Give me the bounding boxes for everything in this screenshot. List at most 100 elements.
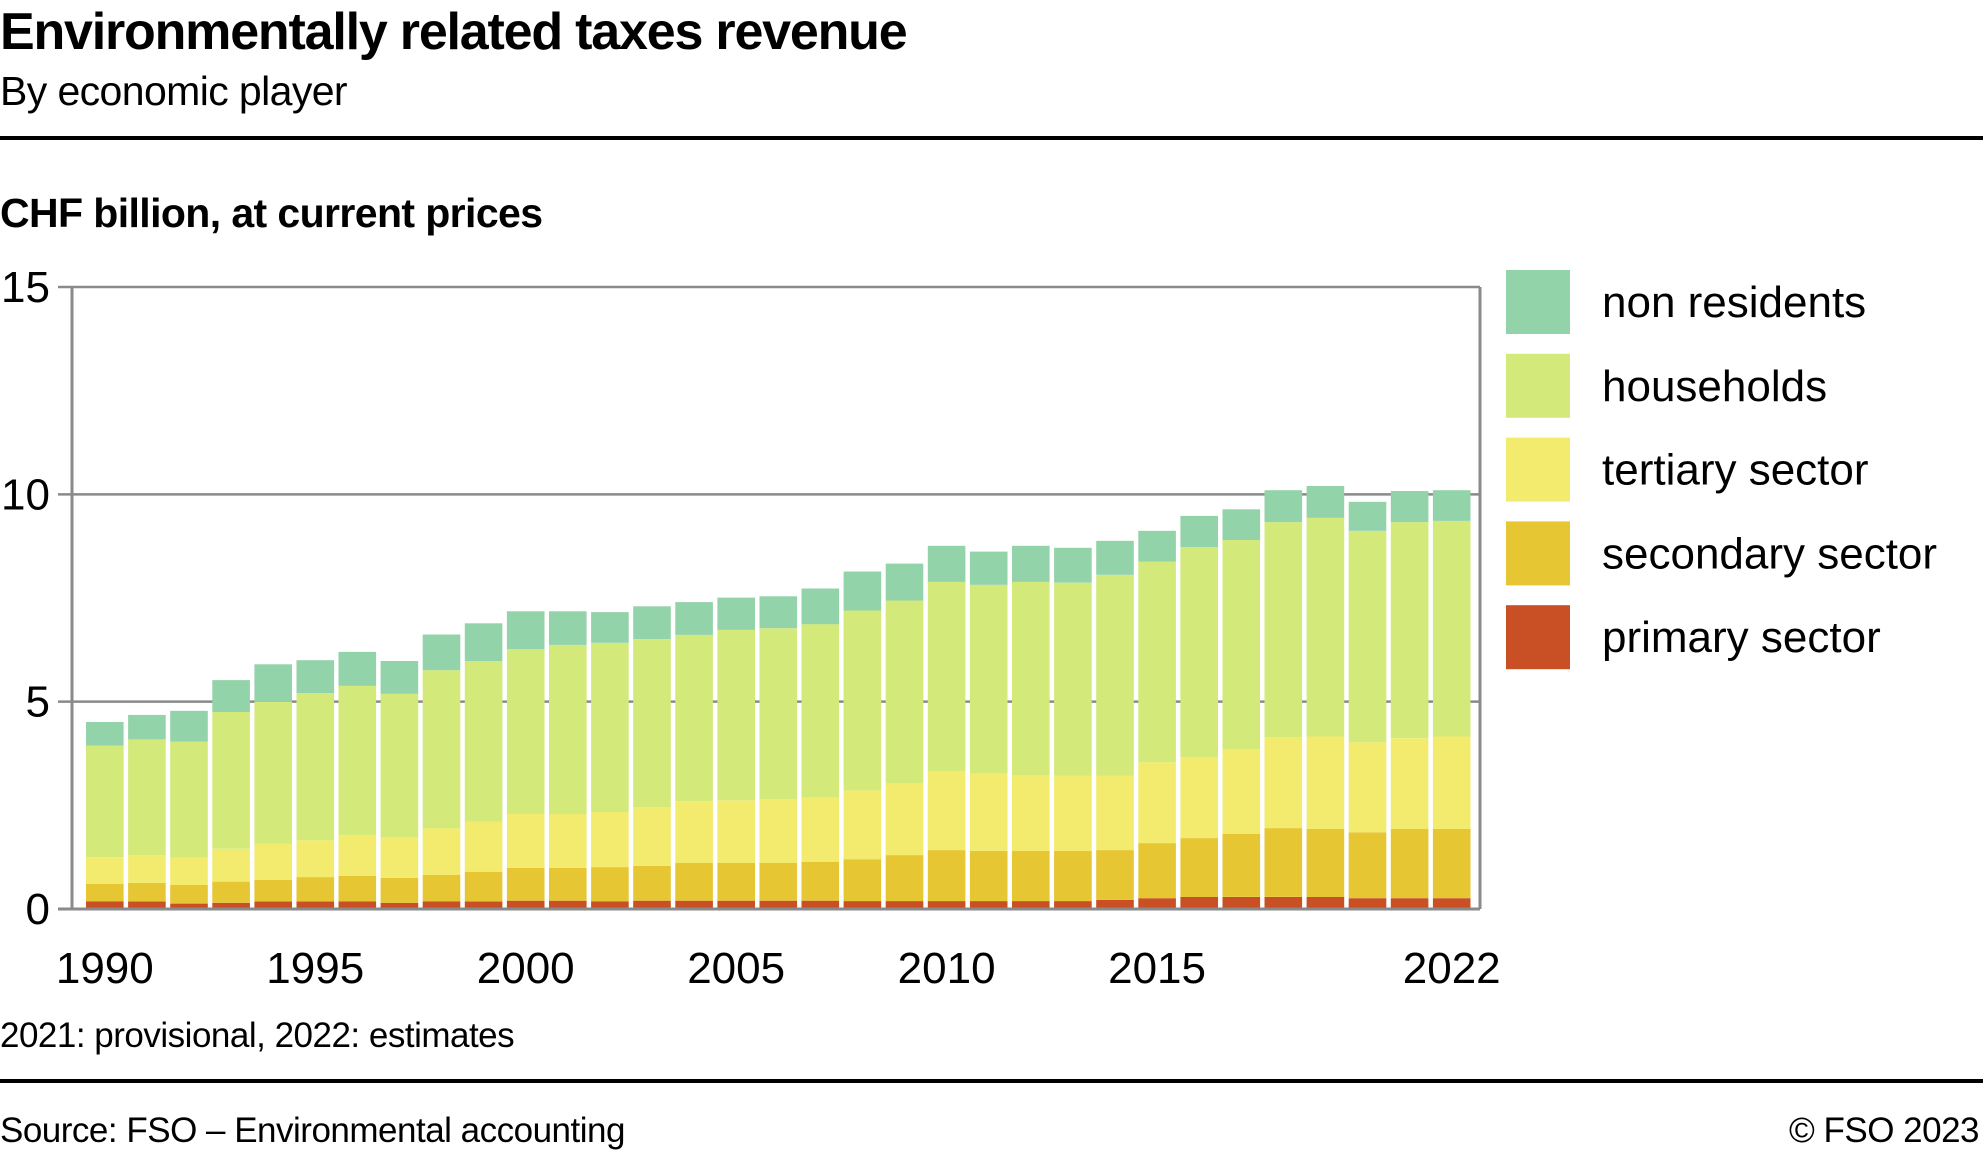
bar-segment-households <box>1222 539 1261 750</box>
bar-stack-1991 <box>128 714 166 909</box>
bar-segment-non-residents <box>86 722 124 746</box>
bar-segment-tertiary-sector <box>1054 775 1092 851</box>
bar-segment-non-residents <box>927 545 966 582</box>
bar-segment-tertiary-sector <box>885 783 924 856</box>
bar-stack-2012 <box>1012 545 1050 909</box>
bar-segment-tertiary-sector <box>1306 736 1345 829</box>
legend-label: non residents <box>1602 278 1866 327</box>
bar-segment-secondary-sector <box>296 877 335 902</box>
bar-segment-primary-sector <box>254 901 292 909</box>
bar-segment-secondary-sector <box>1096 850 1134 900</box>
bar-stack-2013 <box>1054 547 1092 909</box>
legend: non residents households tertiary sector se… <box>1506 270 1937 670</box>
bar-segment-primary-sector <box>843 901 882 909</box>
bar-segment-primary-sector <box>1222 897 1261 909</box>
bar-segment-households <box>254 701 292 844</box>
bar-stack-1993 <box>212 680 250 909</box>
bar-segment-secondary-sector <box>128 882 166 902</box>
bar-segment-households <box>170 741 208 858</box>
legend-item-non-residents: non residents <box>1506 270 1866 334</box>
bar-segment-primary-sector <box>212 902 250 909</box>
bar-segment-tertiary-sector <box>843 790 882 860</box>
bar-segment-primary-sector <box>591 901 629 909</box>
legend-item-households: households <box>1506 353 1827 418</box>
bar-segment-primary-sector <box>1180 897 1218 909</box>
bar-segment-secondary-sector <box>212 881 250 903</box>
bar-stack-2006 <box>759 596 798 909</box>
bar-segment-secondary-sector <box>380 877 419 903</box>
bar-stack-2000 <box>506 611 545 909</box>
bar-segment-households <box>1138 561 1176 763</box>
legend-swatch <box>1506 270 1570 334</box>
header-divider <box>0 136 1983 140</box>
bar-segment-non-residents <box>801 588 840 625</box>
bar-segment-primary-sector <box>1138 898 1176 909</box>
bar-segment-non-residents <box>1012 545 1050 582</box>
bar-segment-primary-sector <box>927 901 966 909</box>
bar-stack-2019 <box>1306 486 1345 909</box>
bar-segment-tertiary-sector <box>969 773 1008 851</box>
bar-segment-primary-sector <box>633 900 671 909</box>
bar-segment-households <box>591 642 629 812</box>
legend-swatch <box>1506 605 1570 670</box>
bar-segment-non-residents <box>380 661 419 694</box>
bar-segment-secondary-sector <box>885 855 924 902</box>
bar-segment-households <box>969 584 1008 774</box>
bar-segment-secondary-sector <box>338 875 377 902</box>
bar-segment-non-residents <box>1138 530 1176 562</box>
bar-segment-secondary-sector <box>422 875 461 902</box>
bar-segment-tertiary-sector <box>591 812 629 868</box>
bar-segment-non-residents <box>212 680 250 712</box>
bar-segment-non-residents <box>506 611 545 649</box>
legend-item-secondary-sector: secondary sector <box>1506 521 1937 586</box>
bar-segment-non-residents <box>591 612 629 643</box>
bar-segment-tertiary-sector <box>1096 775 1134 851</box>
y-tick-label: 0 <box>26 885 50 934</box>
bar-segment-tertiary-sector <box>801 797 840 862</box>
bar-stack-2021 <box>1390 491 1429 909</box>
bar-segment-tertiary-sector <box>128 855 166 883</box>
bar-stack-1994 <box>254 664 292 909</box>
bar-stack-1996 <box>338 651 377 909</box>
bar-segment-non-residents <box>885 563 924 601</box>
bar-segment-secondary-sector <box>801 861 840 901</box>
bar-segment-tertiary-sector <box>422 828 461 875</box>
bar-segment-tertiary-sector <box>1432 736 1471 829</box>
bar-segment-non-residents <box>843 571 882 611</box>
bar-stack-2004 <box>675 602 713 909</box>
bar-stack-1999 <box>464 623 503 909</box>
bar-segment-secondary-sector <box>1054 850 1092 902</box>
bar-stack-1990 <box>86 722 124 909</box>
bar-segment-households <box>506 649 545 814</box>
bar-segment-households <box>1432 520 1471 737</box>
bar-segment-tertiary-sector <box>254 843 292 880</box>
bar-segment-secondary-sector <box>969 850 1008 902</box>
bar-segment-primary-sector <box>1012 901 1050 909</box>
legend-label: secondary sector <box>1602 529 1937 578</box>
bar-segment-non-residents <box>296 660 335 693</box>
bar-segment-households <box>675 634 713 802</box>
bar-segment-tertiary-sector <box>549 814 587 868</box>
bar-segment-tertiary-sector <box>1012 775 1050 851</box>
bar-segment-secondary-sector <box>1390 829 1429 899</box>
bar-segment-tertiary-sector <box>86 857 124 884</box>
y-tick-label: 5 <box>26 678 50 727</box>
bar-segment-secondary-sector <box>1264 828 1303 897</box>
legend-label: households <box>1602 362 1827 411</box>
bar-segment-households <box>1390 522 1429 739</box>
bar-segment-primary-sector <box>506 900 545 909</box>
x-tick-label: 2022 <box>1403 944 1501 993</box>
legend-item-primary-sector: primary sector <box>1506 605 1881 670</box>
bar-segment-secondary-sector <box>549 867 587 901</box>
bar-segment-primary-sector <box>128 901 166 909</box>
bar-segment-tertiary-sector <box>464 821 503 872</box>
bar-segment-non-residents <box>1432 490 1471 521</box>
bar-segment-secondary-sector <box>1432 829 1471 899</box>
bar-segment-secondary-sector <box>464 871 503 902</box>
bar-segment-secondary-sector <box>1222 833 1261 897</box>
bar-segment-households <box>380 693 419 838</box>
bar-segment-households <box>927 581 966 772</box>
bar-segment-secondary-sector <box>843 859 882 902</box>
bar-segment-primary-sector <box>801 900 840 909</box>
